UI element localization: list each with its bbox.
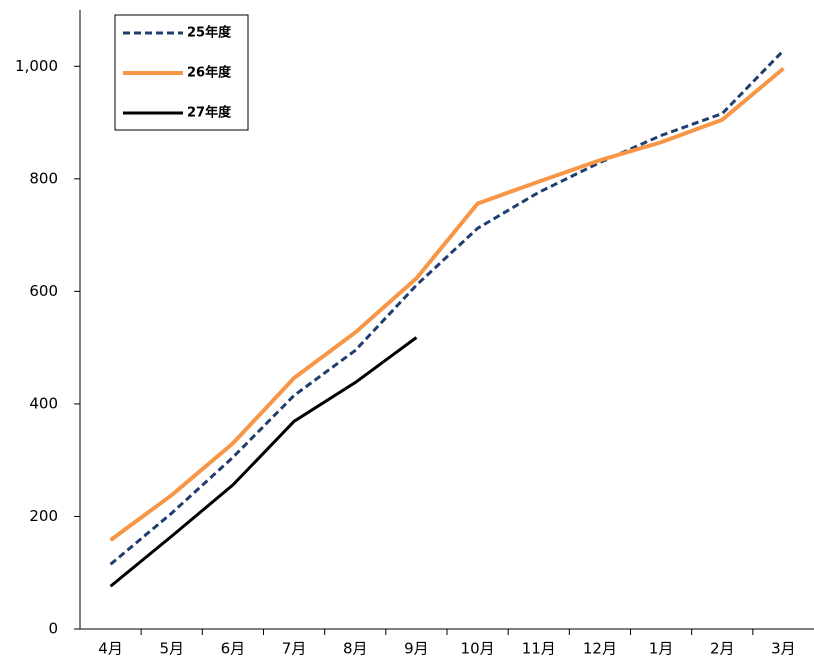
x-tick-label: 10月 bbox=[461, 640, 495, 658]
series-line bbox=[109, 49, 785, 566]
y-tick-label: 1,000 bbox=[15, 57, 58, 75]
legend: 25年度 26年度 27年度 bbox=[123, 25, 232, 121]
x-tick-label: 1月 bbox=[649, 640, 674, 658]
x-tick-label: 3月 bbox=[771, 640, 796, 658]
x-tick-label: 11月 bbox=[522, 640, 556, 658]
y-tick-label: 800 bbox=[29, 169, 58, 187]
legend-label: 27年度 bbox=[187, 105, 232, 121]
x-tick-label: 6月 bbox=[221, 640, 246, 658]
x-tick-label: 8月 bbox=[343, 640, 368, 658]
x-tick-label: 12月 bbox=[583, 640, 617, 658]
y-tick-label: 0 bbox=[48, 620, 58, 638]
x-tick-label: 4月 bbox=[98, 640, 123, 658]
x-tick-label: 9月 bbox=[404, 640, 429, 658]
x-tick-label: 5月 bbox=[159, 640, 184, 658]
legend-label: 26年度 bbox=[187, 65, 232, 81]
legend-label: 25年度 bbox=[187, 25, 232, 41]
y-tick-label: 600 bbox=[29, 282, 58, 300]
y-tick-label: 200 bbox=[29, 507, 58, 525]
series-line bbox=[109, 336, 418, 588]
x-tick-label: 2月 bbox=[710, 640, 735, 658]
series-line bbox=[109, 66, 785, 542]
x-tick-label: 7月 bbox=[282, 640, 307, 658]
y-tick-label: 400 bbox=[29, 394, 58, 412]
